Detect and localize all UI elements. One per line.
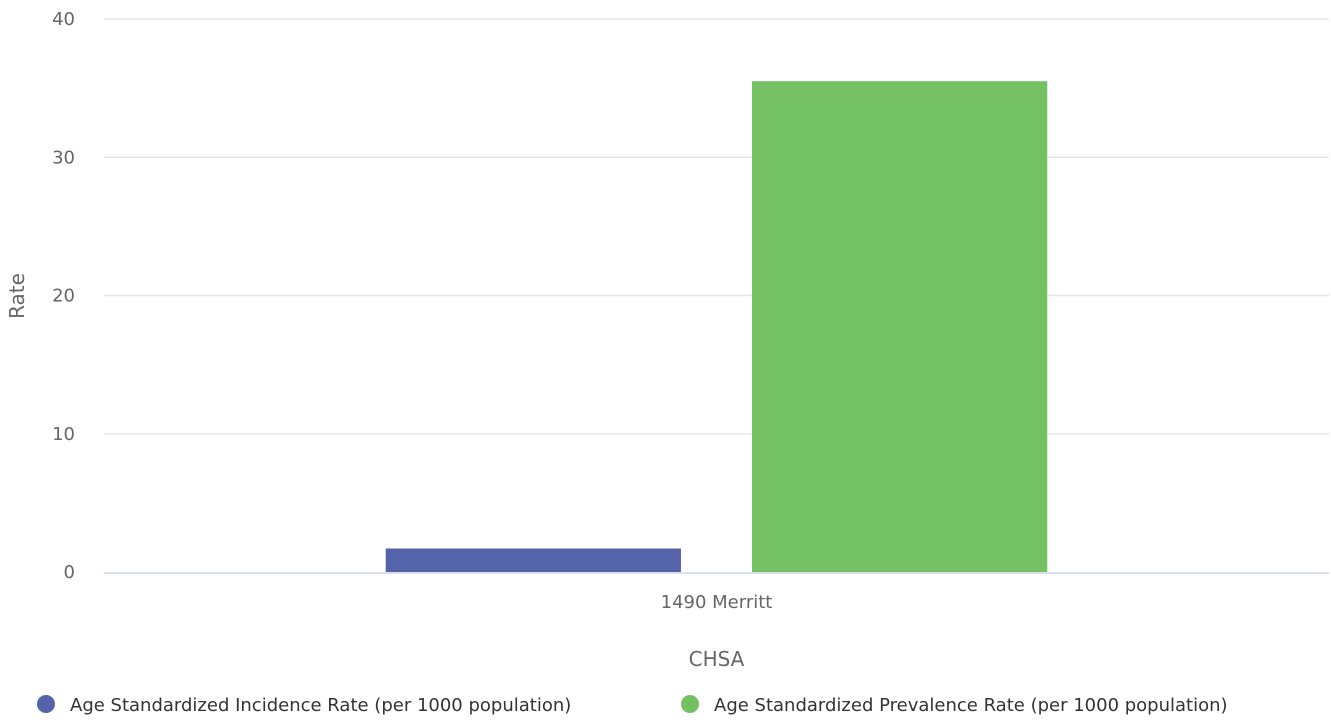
y-tick-label: 30 <box>52 147 75 168</box>
bar-series-1[interactable] <box>385 548 681 572</box>
y-axis-ticks: 0 10 20 30 40 <box>52 9 75 583</box>
bars <box>385 81 1048 573</box>
legend-label: Age Standardized Incidence Rate (per 100… <box>70 695 571 716</box>
y-tick-label: 20 <box>52 286 75 307</box>
legend-item-series-1[interactable]: Age Standardized Incidence Rate (per 100… <box>37 695 571 716</box>
legend: Age Standardized Incidence Rate (per 100… <box>37 695 1228 716</box>
x-axis-title: CHSA <box>689 647 745 671</box>
y-tick-label: 10 <box>52 424 75 445</box>
y-axis-title: Rate <box>5 273 29 319</box>
x-axis-ticks: 1490 Merritt <box>661 592 773 613</box>
y-tick-label: 40 <box>52 9 75 30</box>
legend-label: Age Standardized Prevalence Rate (per 10… <box>714 695 1228 716</box>
legend-marker <box>37 695 55 713</box>
gridlines <box>104 18 1329 435</box>
legend-marker <box>681 695 699 713</box>
y-tick-label: 0 <box>64 562 75 583</box>
bar-series-2[interactable] <box>752 81 1048 573</box>
x-tick-label: 1490 Merritt <box>661 592 773 613</box>
legend-item-series-2[interactable]: Age Standardized Prevalence Rate (per 10… <box>681 695 1228 716</box>
